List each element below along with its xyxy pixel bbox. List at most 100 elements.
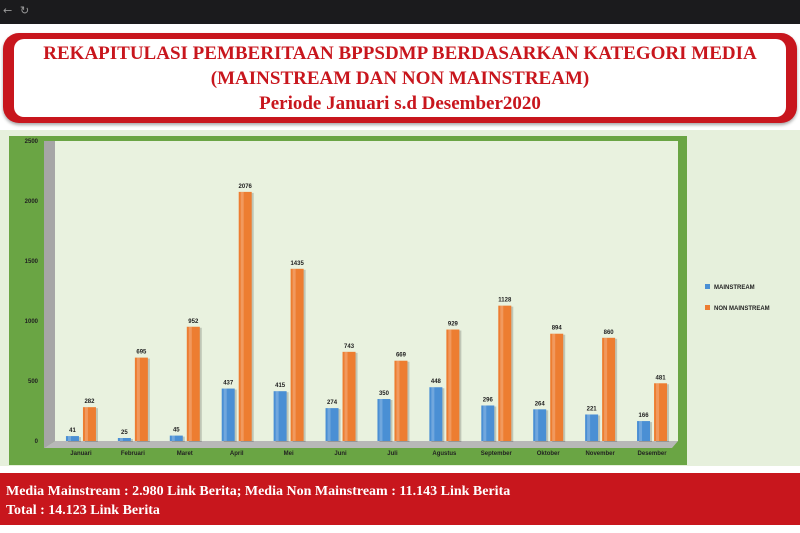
data-label: 695 — [136, 350, 147, 356]
bar-mainstream — [325, 408, 339, 441]
bar-non-mainstream — [446, 329, 460, 441]
y-tick-label: 2500 — [25, 139, 39, 145]
x-tick-label: Mei — [284, 451, 294, 457]
bar-highlight — [656, 383, 660, 441]
data-label: 350 — [379, 391, 390, 397]
legend-label: MAINSTREAM — [714, 285, 755, 291]
data-label: 929 — [448, 322, 459, 328]
bar-highlight — [119, 438, 123, 441]
bars: 41 282 Januari 25 695 Februari 45 952 Maret 437 20… — [65, 184, 670, 457]
bar-highlight — [240, 191, 244, 441]
x-tick-label: Oktober — [537, 451, 561, 457]
bar-highlight — [344, 351, 348, 441]
bar-highlight — [67, 436, 71, 441]
bar-highlight — [223, 388, 227, 441]
category-group: 415 1435 Mei — [273, 261, 306, 457]
bar-non-mainstream — [550, 333, 564, 441]
x-tick-label: Juni — [334, 451, 347, 457]
data-label: 1435 — [290, 261, 304, 267]
bar-non-mainstream — [186, 326, 200, 441]
x-tick-label: November — [585, 451, 615, 457]
x-tick-label: Maret — [177, 451, 193, 457]
title-box: REKAPITULASI PEMBERITAAN BPPSDMP BERDASA… — [14, 39, 786, 117]
back-arrow-icon[interactable]: ← — [3, 4, 13, 17]
bar-non-mainstream — [134, 357, 148, 441]
category-group: 274 743 Juni — [325, 344, 358, 457]
bar-highlight — [500, 305, 504, 441]
bar-mainstream — [377, 399, 391, 441]
category-group: 45 952 Maret — [169, 319, 202, 457]
y-tick-label: 1500 — [25, 259, 39, 265]
data-label: 2076 — [239, 184, 253, 190]
title-line-3: Periode Januari s.d Desember2020 — [259, 93, 541, 114]
bar-highlight — [379, 399, 383, 441]
bar-highlight — [604, 337, 608, 441]
bar-mainstream — [533, 409, 547, 441]
title-line-2: (MAINSTREAM DAN NON MAINSTREAM) — [210, 68, 590, 89]
bar-non-mainstream — [290, 268, 304, 441]
browser-top-bar: ← ↻ — [0, 0, 800, 24]
reload-icon[interactable]: ↻ — [20, 4, 30, 17]
data-label: 166 — [639, 413, 650, 419]
bar-highlight — [535, 409, 539, 441]
category-group: 296 1128 September — [481, 298, 514, 457]
category-group: 25 695 Februari — [117, 350, 150, 457]
data-label: 41 — [69, 428, 76, 434]
data-label: 448 — [431, 379, 442, 385]
category-group: 437 2076 April — [221, 184, 254, 457]
data-label: 743 — [344, 344, 355, 350]
summary-line-2: Total : 14.123 Link Berita — [6, 503, 160, 518]
category-group: 221 860 November — [585, 330, 618, 457]
bar-highlight — [552, 333, 556, 441]
summary-line-1: Media Mainstream : 2.980 Link Berita; Me… — [6, 484, 511, 499]
bar-non-mainstream — [602, 337, 616, 441]
data-label: 45 — [173, 428, 180, 434]
bar-highlight — [136, 357, 140, 441]
title-banner: REKAPITULASI PEMBERITAAN BPPSDMP BERDASA… — [3, 33, 797, 123]
bar-chart: 0 500 1000 1500 2000 2500 41 282 Januari 25 695 Fe… — [25, 139, 770, 457]
bar-highlight — [275, 391, 279, 441]
bar-highlight — [292, 268, 296, 441]
bar-mainstream — [169, 435, 183, 441]
plot-floor — [44, 441, 678, 448]
y-tick-label: 1000 — [25, 319, 39, 325]
legend: MAINSTREAM NON MAINSTREAM — [705, 284, 770, 312]
data-label: 481 — [656, 375, 667, 381]
data-label: 274 — [327, 400, 338, 406]
bar-highlight — [431, 387, 435, 441]
x-tick-label: September — [481, 451, 513, 457]
bar-highlight — [84, 407, 88, 441]
bar-non-mainstream — [394, 360, 408, 441]
bar-highlight — [396, 360, 400, 441]
data-label: 296 — [483, 397, 494, 403]
y-tick-label: 2000 — [25, 199, 39, 205]
bar-highlight — [639, 421, 643, 441]
data-label: 437 — [223, 381, 234, 387]
x-tick-label: Desember — [638, 451, 668, 457]
bar-non-mainstream — [498, 305, 512, 441]
x-tick-label: April — [230, 451, 244, 457]
bar-mainstream — [273, 391, 287, 441]
bar-non-mainstream — [82, 407, 96, 441]
legend-swatch — [705, 305, 710, 310]
data-label: 221 — [587, 406, 598, 412]
bar-non-mainstream — [342, 351, 356, 441]
category-group: 166 481 Desember — [637, 375, 670, 457]
y-axis-wall — [44, 141, 55, 448]
bar-mainstream — [585, 414, 599, 441]
data-label: 264 — [535, 401, 546, 407]
category-group: 264 894 Oktober — [533, 326, 566, 457]
legend-label: NON MAINSTREAM — [714, 306, 770, 312]
bar-mainstream — [637, 421, 651, 441]
bar-non-mainstream — [238, 191, 252, 441]
title-line-1: REKAPITULASI PEMBERITAAN BPPSDMP BERDASA… — [43, 43, 757, 64]
category-group: 448 929 Agustus — [429, 322, 462, 457]
data-label: 25 — [121, 430, 128, 436]
data-label: 860 — [604, 330, 615, 336]
bar-highlight — [448, 329, 452, 441]
bar-highlight — [188, 326, 192, 441]
x-tick-label: Agustus — [432, 451, 457, 457]
bar-highlight — [483, 405, 487, 441]
y-axis-ticks: 0 500 1000 1500 2000 2500 — [25, 139, 39, 445]
bar-mainstream — [65, 436, 79, 441]
